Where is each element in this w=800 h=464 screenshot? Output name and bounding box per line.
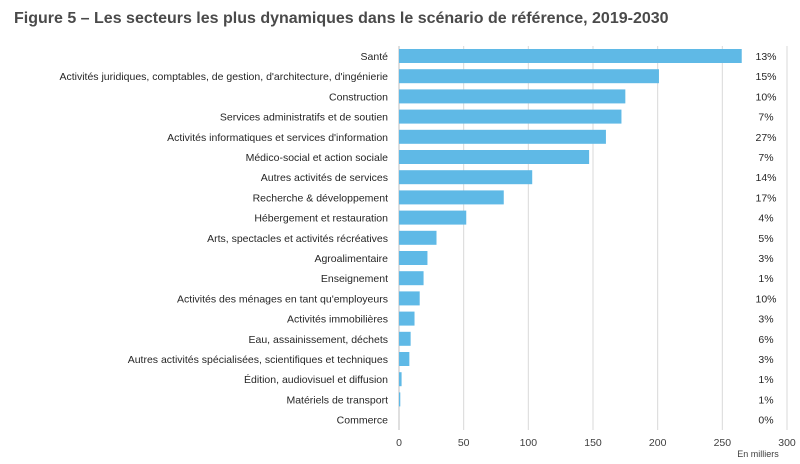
percent-label: 1% [758,273,773,285]
bar [399,89,626,104]
percent-label: 13% [755,51,776,63]
percent-label: 14% [755,172,776,184]
category-labels: Santé Activités juridiques, comptables, d… [59,51,388,427]
category-label: Édition, audiovisuel et diffusion [244,373,388,386]
x-unit-label: En milliers [737,449,779,459]
bar [399,49,742,63]
x-tick-label: 100 [520,437,538,449]
category-label: Autres activités de services [261,172,388,184]
bar [399,230,437,245]
category-label: Matériels de transport [286,394,388,406]
bar [399,331,411,346]
bar [399,352,410,366]
percent-label: 7% [758,112,773,124]
bar [399,210,467,225]
percent-label: 27% [755,132,776,144]
percent-label: 3% [758,253,773,265]
bar [399,69,659,84]
percent-label: 3% [758,354,773,366]
x-tick-label: 250 [714,437,732,449]
gridlines [398,46,788,430]
category-label: Autres activités spécialisées, scientifi… [128,354,388,366]
category-label: Activités juridiques, comptables, de ges… [59,71,388,83]
bar [399,150,590,164]
percent-label: 0% [758,415,773,427]
x-tick-label: 300 [778,437,796,449]
category-label: Activités des ménages en tant qu'employe… [177,293,388,305]
bar [399,291,420,306]
x-tick-labels: 0 50 100 150 200 250 300 [396,437,796,449]
bars [399,49,742,407]
bar [399,170,533,185]
percent-label: 15% [755,71,776,83]
category-label: Santé [361,51,389,63]
percent-label: 3% [758,314,773,326]
bar [399,190,504,205]
category-label: Construction [329,91,388,103]
percent-label: 17% [755,192,776,204]
category-label: Agroalimentaire [314,253,388,265]
x-tick-label: 150 [584,437,602,449]
percent-label: 10% [755,91,776,103]
category-label: Eau, assainissement, déchets [249,334,389,346]
x-tick-label: 50 [458,437,470,449]
chart-title: Figure 5 – Les secteurs les plus dynamiq… [14,10,669,27]
category-label: Commerce [337,415,389,427]
percent-label: 7% [758,152,773,164]
x-tick-label: 0 [396,437,402,449]
category-label: Médico-social et action sociale [246,152,389,164]
percent-label: 5% [758,233,773,245]
bar [399,271,424,286]
bar [399,129,606,144]
category-label: Activités informatiques et services d'in… [167,132,388,144]
x-tick-label: 200 [649,437,667,449]
bar [399,372,402,387]
bar [399,251,428,265]
percent-label: 4% [758,213,773,225]
category-label: Hébergement et restauration [254,213,388,225]
percent-label: 10% [755,293,776,305]
percent-label: 6% [758,334,773,346]
category-label: Recherche & développement [253,192,389,204]
category-label: Enseignement [321,273,388,285]
percent-label: 1% [758,374,773,386]
percent-labels: 13% 15% 10% 7% 27% 7% 14% 17% 4% 5% 3% 1% 10% 3% 6% 3% 1… [755,51,776,427]
bar [399,311,415,326]
category-label: Activités immobilières [287,314,388,326]
bar [399,109,622,124]
category-label: Arts, spectacles et activités récréative… [207,233,388,245]
percent-label: 1% [758,394,773,406]
category-label: Services administratifs et de soutien [220,112,388,124]
bar [399,392,401,407]
